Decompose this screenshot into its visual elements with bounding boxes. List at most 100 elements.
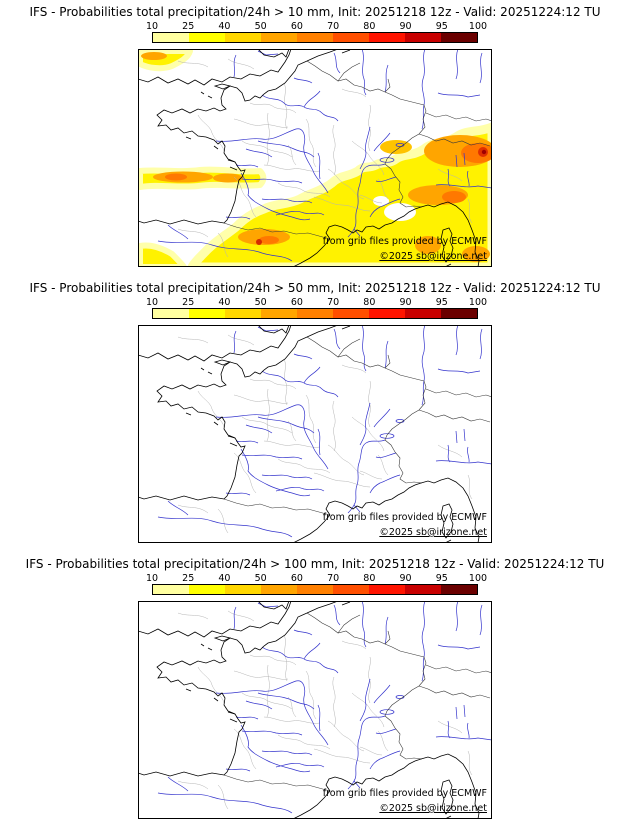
country-borders — [223, 60, 492, 240]
country-borders — [223, 336, 492, 516]
colorbar-tick-label: 50 — [254, 297, 267, 308]
colorbar-tick-label: 70 — [327, 297, 340, 308]
colorbar-tick-label: 70 — [327, 573, 340, 584]
colorbar-tick-label: 60 — [290, 21, 303, 32]
france-map-svg — [138, 49, 492, 267]
coastlines — [138, 49, 480, 267]
admin-borders — [177, 334, 473, 534]
colorbar-gradient — [152, 584, 478, 595]
coastlines — [138, 325, 480, 543]
rivers — [157, 601, 492, 814]
colorbar-segment — [441, 33, 477, 42]
colorbar-ticks: 10 25 40 50 60 70 80 90 95 100 — [146, 297, 487, 308]
colorbar-segment — [261, 585, 297, 594]
panel-title: IFS - Probabilities total precipitation/… — [29, 5, 601, 19]
colorbar-tick-label: 40 — [218, 21, 231, 32]
colorbar-segment — [297, 33, 333, 42]
map-frame — [138, 325, 492, 543]
france-map-svg — [138, 601, 492, 819]
panel-50mm: IFS - Probabilities total precipitation/… — [0, 276, 630, 552]
colorbar-tick-label: 40 — [218, 297, 231, 308]
colorbar-segment — [369, 309, 405, 318]
colorbar-gradient — [152, 32, 478, 43]
panel-title: IFS - Probabilities total precipitation/… — [25, 557, 605, 571]
colorbar-segment — [189, 309, 225, 318]
colorbar-tick-label: 95 — [435, 21, 448, 32]
colorbar-tick-label: 95 — [435, 573, 448, 584]
colorbar-segment — [261, 309, 297, 318]
map: from grib files provided by ECMWF ©2025 … — [138, 49, 492, 267]
panel-10mm: IFS - Probabilities total precipitation/… — [0, 0, 630, 276]
colorbar-tick-label: 70 — [327, 21, 340, 32]
colorbar: 10 25 40 50 60 70 80 90 95 100 — [146, 297, 487, 319]
colorbar-segment — [297, 585, 333, 594]
map-attribution-email-link[interactable]: ©2025 sb@irizone.net — [379, 527, 487, 538]
colorbar-gradient — [152, 308, 478, 319]
colorbar-segment — [225, 309, 261, 318]
colorbar-segment — [333, 585, 369, 594]
colorbar-segment — [405, 309, 441, 318]
colorbar-tick-label: 90 — [399, 573, 412, 584]
colorbar-tick-label: 100 — [468, 297, 488, 308]
panel-100mm: IFS - Probabilities total precipitation/… — [0, 552, 630, 828]
map-attribution-ecmwf: from grib files provided by ECMWF — [322, 236, 487, 247]
colorbar-tick-label: 10 — [145, 297, 159, 308]
colorbar-tick-label: 100 — [468, 21, 488, 32]
colorbar-segment — [153, 33, 189, 42]
colorbar-segment — [441, 585, 477, 594]
colorbar: 10 25 40 50 60 70 80 90 95 100 — [146, 21, 487, 43]
colorbar-segment — [369, 33, 405, 42]
colorbar-segment — [297, 309, 333, 318]
colorbar-tick-label: 80 — [363, 21, 376, 32]
map: from grib files provided by ECMWF ©2025 … — [138, 325, 492, 543]
colorbar-segment — [225, 33, 261, 42]
colorbar-segment — [261, 33, 297, 42]
map-frame — [138, 601, 492, 819]
map-attribution-ecmwf: from grib files provided by ECMWF — [322, 512, 487, 523]
admin-borders — [177, 58, 473, 258]
map-attribution-ecmwf: from grib files provided by ECMWF — [322, 788, 487, 799]
map-attribution-email-link[interactable]: ©2025 sb@irizone.net — [379, 251, 487, 262]
map: from grib files provided by ECMWF ©2025 … — [138, 601, 492, 819]
colorbar: 10 25 40 50 60 70 80 90 95 100 — [146, 573, 487, 595]
colorbar-segment — [225, 585, 261, 594]
colorbar-segment — [153, 309, 189, 318]
colorbar-ticks: 10 25 40 50 60 70 80 90 95 100 — [146, 573, 487, 584]
precip-overlay — [138, 49, 492, 267]
colorbar-ticks: 10 25 40 50 60 70 80 90 95 100 — [146, 21, 487, 32]
colorbar-tick-label: 90 — [399, 21, 412, 32]
map-frame — [138, 49, 492, 267]
colorbar-segment — [405, 33, 441, 42]
colorbar-tick-label: 80 — [363, 297, 376, 308]
coastlines — [138, 601, 480, 819]
colorbar-segment — [405, 585, 441, 594]
colorbar-segment — [333, 309, 369, 318]
colorbar-segment — [441, 309, 477, 318]
france-map-svg — [138, 325, 492, 543]
colorbar-tick-label: 25 — [182, 297, 195, 308]
colorbar-segment — [369, 585, 405, 594]
colorbar-tick-label: 25 — [182, 21, 195, 32]
colorbar-tick-label: 95 — [435, 297, 448, 308]
colorbar-segment — [189, 585, 225, 594]
colorbar-tick-label: 50 — [254, 21, 267, 32]
colorbar-segment — [333, 33, 369, 42]
colorbar-tick-label: 25 — [182, 573, 195, 584]
colorbar-tick-label: 50 — [254, 573, 267, 584]
colorbar-tick-label: 60 — [290, 573, 303, 584]
country-borders — [223, 612, 492, 792]
colorbar-tick-label: 40 — [218, 573, 231, 584]
colorbar-segment — [153, 585, 189, 594]
admin-borders — [177, 610, 473, 810]
rivers — [157, 325, 492, 538]
colorbar-tick-label: 90 — [399, 297, 412, 308]
panel-title: IFS - Probabilities total precipitation/… — [29, 281, 601, 295]
colorbar-tick-label: 10 — [145, 21, 159, 32]
colorbar-tick-label: 80 — [363, 573, 376, 584]
map-attribution-email-link[interactable]: ©2025 sb@irizone.net — [379, 803, 487, 814]
colorbar-segment — [189, 33, 225, 42]
colorbar-tick-label: 100 — [468, 573, 488, 584]
colorbar-tick-label: 10 — [145, 573, 159, 584]
colorbar-tick-label: 60 — [290, 297, 303, 308]
